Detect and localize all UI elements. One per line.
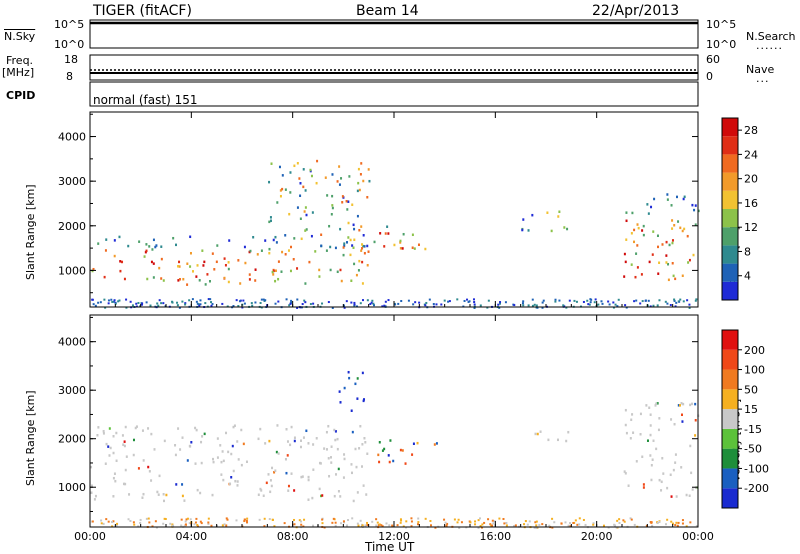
power-panel-frame: [89, 111, 699, 308]
velocity-colorbar-tick-label: 50: [744, 383, 758, 396]
power-colorbar-swatch: [722, 245, 738, 264]
date-label: 22/Apr/2013: [592, 3, 680, 19]
velocity-colorbar-tick-label: -15: [744, 423, 762, 436]
velocity-colorbar-swatch: [722, 448, 738, 469]
velocity-ytick-label: 1000: [58, 481, 86, 494]
velocity-colorbar-frame: [721, 329, 739, 509]
nsky-tick-top: 10^5: [54, 18, 85, 31]
velocity-colorbar-swatch: [722, 468, 738, 489]
x-axis-label: Time UT: [365, 540, 415, 554]
freq-strip: [89, 54, 699, 81]
cpid-value: normal (fast) 151: [93, 93, 198, 107]
xtick-label: 04:00: [175, 530, 207, 543]
power-colorbar-swatch: [722, 118, 738, 137]
velocity-ytick-label: 4000: [58, 336, 86, 349]
velocity-ytick-label: 3000: [58, 384, 86, 397]
velocity-colorbar-tick-label: 15: [744, 403, 758, 416]
xtick-label: 12:00: [378, 530, 410, 543]
nave-label: Nave: [746, 63, 775, 76]
velocity-panel-frame: [89, 314, 699, 528]
nsky-tick-bottom: 10^0: [54, 38, 85, 51]
power-colorbar-swatch: [722, 227, 738, 246]
xtick-label: 16:00: [479, 530, 511, 543]
nave-tick-bottom: 0: [706, 70, 713, 83]
xtick-label: 20:00: [581, 530, 613, 543]
power-ytick-label: 3000: [58, 175, 86, 188]
freq-tick-top: 18: [64, 53, 78, 66]
nsearch-tick-top: 10^5: [706, 18, 737, 31]
nsky-strip: [89, 19, 699, 49]
velocity-colorbar-tick-label: -200: [744, 482, 769, 495]
nsearch-label: N.Search: [746, 30, 796, 43]
power-colorbar-tick-label: 28: [744, 124, 758, 137]
power-colorbar-tick-label: 24: [744, 148, 758, 161]
velocity-colorbar-tick-label: -50: [744, 443, 762, 456]
velocity-colorbar-swatch: [722, 389, 738, 410]
velocity-colorbar-swatch: [722, 428, 738, 449]
velocity-ytick-label: 2000: [58, 433, 86, 446]
power-colorbar-tick-label: 8: [744, 245, 751, 258]
velocity-colorbar-swatch: [722, 330, 738, 350]
power-colorbar-swatch: [722, 136, 738, 155]
velocity-colorbar-swatch: [722, 369, 738, 390]
power-colorbar-swatch: [722, 190, 738, 209]
power-ytick-label: 2000: [58, 220, 86, 233]
radar-title: TIGER (fitACF): [93, 3, 192, 19]
nave-tick-top: 60: [706, 53, 720, 66]
power-colorbar-swatch: [722, 281, 738, 300]
velocity-colorbar-tick-label: -100: [744, 462, 769, 475]
power-colorbar-tick-label: 12: [744, 221, 758, 234]
velocity-colorbar-tick-label: 100: [744, 364, 765, 377]
velocity-colorbar-tick-label: 200: [744, 344, 765, 357]
power-colorbar-tick-label: 4: [744, 270, 751, 283]
xtick-label: 08:00: [277, 530, 309, 543]
xtick-label: 00:00: [74, 530, 106, 543]
freq-label: Freq.: [6, 54, 34, 67]
power-colorbar-frame: [721, 117, 739, 301]
cpid-label: CPID: [6, 89, 36, 102]
velocity-colorbar-swatch: [722, 349, 738, 370]
power-colorbar-swatch: [722, 154, 738, 173]
power-ytick-label: 1000: [58, 264, 86, 277]
power-ytick-label: 4000: [58, 131, 86, 144]
nsky-label: N.Sky: [4, 30, 36, 43]
velocity-colorbar-swatch: [722, 409, 738, 429]
power-colorbar-tick-label: 16: [744, 197, 758, 210]
freq-unit-label: [MHz]: [2, 66, 35, 79]
power-colorbar-swatch: [722, 172, 738, 191]
power-echo-cells: [91, 159, 700, 309]
nsearch-dots: ······: [756, 42, 783, 55]
beam-label: Beam 14: [356, 3, 419, 19]
velocity-echo-cells: [90, 370, 700, 529]
freq-tick-bottom: 8: [66, 70, 73, 83]
nsearch-tick-bottom: 10^0: [706, 38, 737, 51]
cpid-strip: [89, 81, 699, 107]
power-colorbar-swatch: [722, 209, 738, 228]
velocity-colorbar-swatch: [722, 488, 738, 508]
xtick-label: 00:00: [682, 530, 714, 543]
power-colorbar-swatch: [722, 263, 738, 282]
power-colorbar-tick-label: 20: [744, 173, 758, 186]
nave-dots: ···: [756, 75, 770, 88]
